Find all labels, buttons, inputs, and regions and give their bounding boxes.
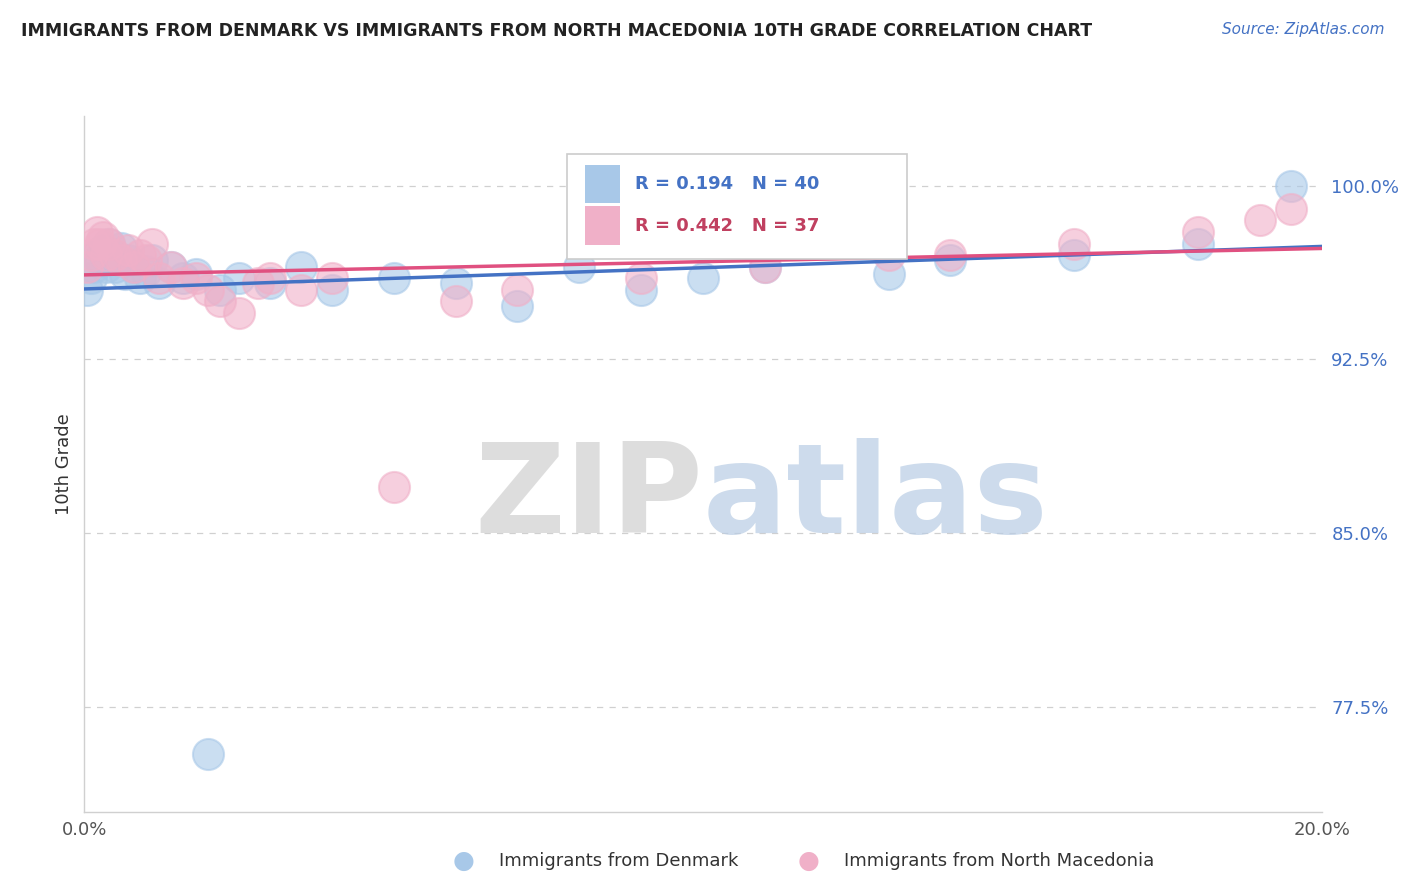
Point	[630, 283, 652, 297]
Point	[228, 306, 250, 320]
FancyBboxPatch shape	[585, 206, 620, 244]
Point	[89, 252, 111, 267]
Point	[83, 260, 105, 274]
Point	[290, 260, 312, 274]
Point	[1187, 236, 1209, 251]
Point	[172, 271, 194, 285]
Text: R = 0.442   N = 37: R = 0.442 N = 37	[636, 217, 820, 235]
Point	[1279, 202, 1302, 216]
Text: R = 0.194   N = 40: R = 0.194 N = 40	[636, 175, 820, 193]
Point	[506, 283, 529, 297]
Point	[259, 271, 281, 285]
Point	[86, 248, 108, 262]
Point	[939, 252, 962, 267]
Point	[160, 260, 183, 274]
Point	[1063, 248, 1085, 262]
Point	[79, 271, 101, 285]
Point	[172, 276, 194, 290]
Point	[259, 276, 281, 290]
Point	[228, 271, 250, 285]
Point	[246, 276, 269, 290]
Point	[160, 260, 183, 274]
Point	[1187, 225, 1209, 239]
Point	[321, 271, 343, 285]
Point	[122, 260, 145, 274]
Text: atlas: atlas	[703, 438, 1049, 559]
Point	[754, 260, 776, 274]
Point	[101, 248, 124, 262]
Point	[141, 236, 163, 251]
Point	[98, 236, 121, 251]
Point	[107, 252, 129, 267]
Point	[382, 480, 405, 494]
Point	[110, 252, 132, 267]
Text: ZIP: ZIP	[474, 438, 703, 559]
Point	[630, 271, 652, 285]
Point	[754, 260, 776, 274]
Point	[135, 264, 157, 278]
Point	[94, 260, 117, 274]
Point	[79, 248, 101, 262]
Point	[83, 236, 105, 251]
Point	[104, 248, 127, 262]
Point	[148, 271, 170, 285]
Text: Immigrants from North Macedonia: Immigrants from North Macedonia	[844, 852, 1154, 870]
Text: ●: ●	[797, 849, 820, 872]
Text: ●: ●	[453, 849, 475, 872]
Point	[117, 252, 139, 267]
Point	[1249, 213, 1271, 227]
Point	[877, 267, 900, 281]
Point	[98, 236, 121, 251]
Point	[506, 299, 529, 313]
Point	[129, 248, 152, 262]
Point	[94, 248, 117, 262]
Point	[209, 294, 232, 309]
Point	[197, 747, 219, 761]
Text: Immigrants from Denmark: Immigrants from Denmark	[499, 852, 738, 870]
Point	[568, 260, 591, 274]
Point	[184, 271, 207, 285]
Point	[184, 267, 207, 281]
Point	[91, 244, 114, 258]
Point	[129, 271, 152, 285]
Point	[321, 283, 343, 297]
Point	[89, 236, 111, 251]
Point	[114, 267, 136, 281]
Point	[76, 260, 98, 274]
Point	[197, 283, 219, 297]
Point	[104, 260, 127, 274]
FancyBboxPatch shape	[567, 154, 907, 259]
Text: IMMIGRANTS FROM DENMARK VS IMMIGRANTS FROM NORTH MACEDONIA 10TH GRADE CORRELATIO: IMMIGRANTS FROM DENMARK VS IMMIGRANTS FR…	[21, 22, 1092, 40]
Point	[209, 283, 232, 297]
Point	[141, 252, 163, 267]
Point	[290, 283, 312, 297]
Point	[76, 283, 98, 297]
Y-axis label: 10th Grade: 10th Grade	[55, 413, 73, 515]
Text: Source: ZipAtlas.com: Source: ZipAtlas.com	[1222, 22, 1385, 37]
Point	[939, 248, 962, 262]
Point	[444, 276, 467, 290]
Point	[444, 294, 467, 309]
Point	[110, 241, 132, 255]
Point	[1279, 178, 1302, 193]
Point	[86, 225, 108, 239]
Point	[91, 229, 114, 244]
Point	[135, 252, 157, 267]
Point	[122, 260, 145, 274]
Point	[382, 271, 405, 285]
Point	[877, 248, 900, 262]
Point	[148, 276, 170, 290]
Point	[117, 244, 139, 258]
FancyBboxPatch shape	[585, 165, 620, 203]
Point	[692, 271, 714, 285]
Point	[1063, 236, 1085, 251]
